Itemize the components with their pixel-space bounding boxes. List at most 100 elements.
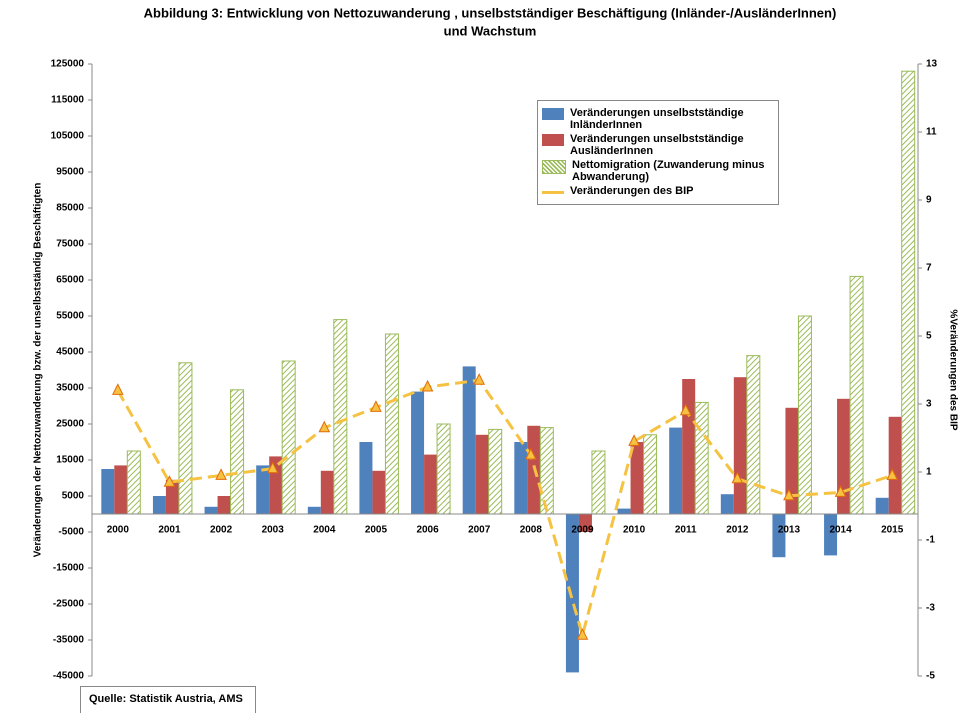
bar	[578, 514, 592, 532]
x-tick-label: 2014	[829, 525, 852, 536]
y-tick-label: 115000	[51, 95, 84, 106]
bar	[307, 506, 321, 514]
bar	[733, 377, 747, 514]
line-marker	[834, 485, 847, 497]
bar	[539, 427, 554, 515]
x-tick-label: 2001	[158, 525, 181, 536]
y2-tick-label: 7	[926, 263, 932, 274]
y2-tick-label: 1	[926, 467, 932, 478]
legend-item: Veränderungen unselbstständige Ausländer…	[540, 133, 776, 157]
x-tick-label: 2002	[210, 525, 233, 536]
bar	[114, 465, 128, 514]
y2-tick-label: 11	[926, 127, 937, 138]
bar	[178, 362, 193, 515]
legend-label: Nettomigration (Zuwanderung minus Abwand…	[572, 159, 765, 183]
x-tick-label: 2004	[313, 525, 336, 536]
y2-tick-label: -1	[926, 535, 935, 546]
bar	[630, 442, 644, 514]
bar	[643, 434, 658, 515]
y2-tick-label: 3	[926, 399, 932, 410]
x-tick-label: 2012	[726, 525, 749, 536]
y-axis-label: Veränderungen der Nettozuwanderung bzw. …	[33, 183, 44, 558]
bar	[372, 470, 386, 514]
line-marker	[112, 383, 124, 395]
line	[116, 378, 893, 641]
line-marker	[886, 468, 898, 480]
chart-title: und Wachstum	[444, 23, 537, 38]
x-tick-label: 2000	[107, 525, 130, 536]
x-tick-label: 2007	[468, 525, 491, 536]
bar	[165, 479, 179, 514]
line-marker	[370, 400, 382, 412]
bar	[694, 401, 709, 515]
bar	[514, 442, 528, 514]
bar	[436, 423, 451, 515]
bar	[475, 434, 489, 514]
line-marker	[163, 475, 176, 487]
y-tick-label: -35000	[53, 635, 85, 646]
bar	[217, 496, 231, 514]
x-tick-label: 2005	[365, 525, 388, 536]
legend-item: Veränderungen unselbstständige InländerI…	[540, 107, 776, 131]
line-marker	[679, 403, 692, 416]
legend-item: Nettomigration (Zuwanderung minus Abwand…	[540, 159, 776, 183]
bar	[359, 442, 373, 514]
chart-title: Abbildung 3: Entwicklung von Nettozuwand…	[144, 5, 837, 20]
bar	[462, 366, 476, 514]
y2-tick-label: 13	[926, 59, 938, 70]
bar	[126, 450, 141, 515]
bar	[682, 379, 696, 514]
bar	[824, 514, 838, 556]
bar	[488, 428, 503, 515]
bar	[888, 416, 902, 514]
y-tick-label: 35000	[56, 383, 84, 394]
bar	[617, 508, 631, 514]
legend-label: Veränderungen unselbstständige Ausländer…	[570, 133, 744, 157]
y-tick-label: 85000	[56, 203, 84, 214]
legend: Veränderungen unselbstständige InländerI…	[537, 100, 779, 205]
y2-tick-label: 5	[926, 331, 932, 342]
x-tick-label: 2003	[262, 525, 285, 536]
bar	[411, 391, 425, 514]
legend-swatch	[542, 160, 566, 174]
bar	[230, 389, 245, 515]
y-tick-label: 125000	[51, 59, 85, 70]
line-marker	[783, 488, 795, 501]
bar	[875, 497, 889, 514]
bar	[281, 360, 296, 515]
y-tick-label: 45000	[56, 347, 84, 358]
bar	[424, 454, 438, 514]
bar	[204, 506, 218, 514]
bar	[837, 398, 851, 514]
x-tick-label: 2006	[416, 525, 439, 536]
line-marker	[215, 468, 227, 480]
source-note: Quelle: Statistik Austria, AMS	[80, 686, 256, 713]
line-marker	[525, 447, 537, 460]
y2-tick-label: 9	[926, 195, 932, 206]
legend-swatch	[542, 186, 564, 198]
line-marker	[576, 628, 589, 640]
line-marker	[421, 379, 434, 392]
bar	[746, 355, 761, 515]
bar	[256, 465, 270, 514]
x-tick-label: 2013	[778, 525, 801, 536]
y2-axis-label: %Veränderungen des BIP	[947, 309, 958, 430]
legend-swatch	[542, 134, 564, 146]
bar	[101, 469, 115, 514]
y-tick-label: 65000	[56, 275, 84, 286]
y-tick-label: 5000	[62, 491, 85, 502]
legend-swatch	[542, 108, 564, 120]
x-tick-label: 2008	[520, 525, 543, 536]
legend-item: Veränderungen des BIP	[540, 185, 776, 198]
y-tick-label: 25000	[56, 419, 84, 430]
y-tick-label: -45000	[53, 671, 85, 682]
x-tick-label: 2011	[675, 525, 697, 536]
x-tick-label: 2010	[623, 525, 646, 536]
bar	[320, 470, 334, 514]
bar	[785, 407, 799, 514]
legend-label: Veränderungen des BIP	[570, 185, 694, 197]
bar	[720, 494, 734, 514]
bar	[901, 70, 916, 515]
